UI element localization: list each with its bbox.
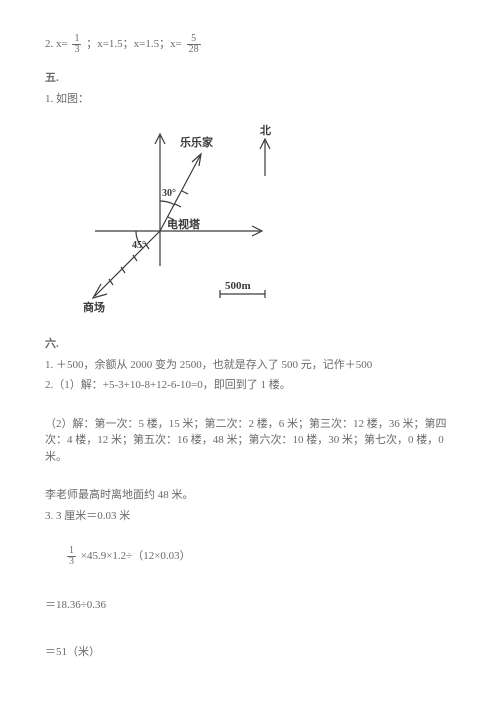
section-6-item3: 3. 3 厘米＝0.03 米 [45, 508, 455, 525]
diagram-north-label: 北 [260, 123, 271, 137]
section-5-header: 五. [45, 69, 455, 85]
section-6-calc: 1 3 ×45.9×1.2÷（12×0.03） [45, 546, 455, 567]
question-2: 2. x= 1 3 ；x=1.5；x=1.5；x= 5 28 [45, 34, 455, 55]
direction-diagram: 乐乐家 北 30° 电视塔 45° 商场 500m [65, 116, 290, 321]
section-5-item1: 1. 如图： [45, 91, 455, 108]
section-6-teacher: 李老师最高时离地面约 48 米。 [45, 487, 455, 504]
section-6-item2b: （2）解：第一次：5 楼，15 米；第二次：2 楼，6 米；第三次：12 楼，3… [45, 416, 455, 466]
section-6-header: 六. [45, 335, 455, 351]
q2-mid: ；x=1.5；x=1.5；x= [86, 38, 182, 50]
diagram-angle-30: 30° [162, 188, 176, 199]
diagram-lele-label: 乐乐家 [180, 135, 214, 149]
section-6-item1: 1. ＋500，余额从 2000 变为 2500，也就是存入了 500 元，记作… [45, 357, 455, 374]
section-6-item2a: 2.（1）解：+5-3+10-8+12-6-10=0，即回到了 1 楼。 [45, 377, 455, 394]
diagram-scale-label: 500m [225, 280, 251, 292]
diagram-mall-label: 商场 [83, 300, 105, 314]
section-6-step1: ＝18.36÷0.36 [45, 597, 455, 614]
calc-expr: ×45.9×1.2÷（12×0.03） [81, 550, 191, 562]
diagram-angle-45: 45° [132, 240, 146, 251]
diagram-tower-label: 电视塔 [167, 217, 201, 231]
q2-frac2: 5 28 [187, 34, 201, 55]
calc-frac: 1 3 [67, 546, 76, 567]
q2-prefix: 2. x= [45, 38, 68, 50]
q2-frac1: 1 3 [72, 34, 81, 55]
section-6-step2: ＝51（米） [45, 644, 455, 661]
